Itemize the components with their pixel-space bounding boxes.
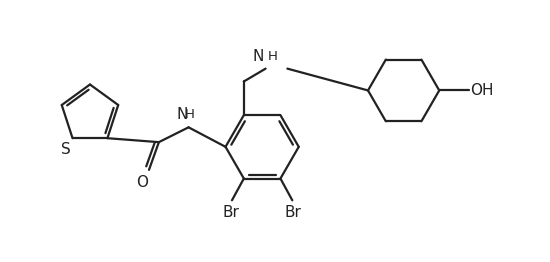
Text: H: H: [268, 50, 277, 63]
Text: Br: Br: [223, 205, 239, 220]
Text: OH: OH: [470, 83, 493, 98]
Text: S: S: [60, 141, 70, 157]
Text: H: H: [185, 108, 195, 121]
Text: N: N: [253, 49, 265, 64]
Text: Br: Br: [285, 205, 302, 220]
Text: N: N: [177, 107, 188, 122]
Text: O: O: [136, 175, 148, 190]
